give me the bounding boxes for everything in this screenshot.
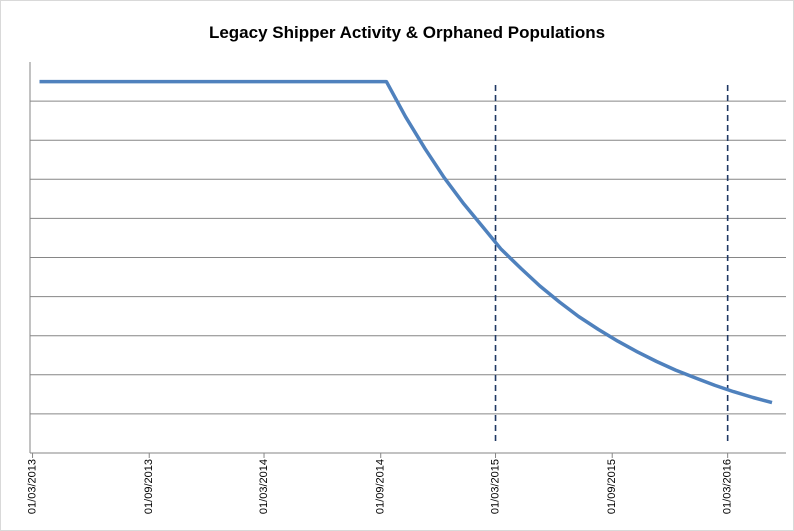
data-line — [39, 79, 773, 405]
chart-title: Legacy Shipper Activity & Orphaned Popul… — [209, 23, 605, 42]
x-tick-label: 01/09/2015 — [606, 459, 618, 514]
x-tick-label: 01/03/2014 — [258, 459, 270, 514]
x-tick-label: 01/03/2015 — [489, 459, 501, 514]
x-tick-label: 01/03/2013 — [26, 459, 38, 514]
x-tick-label: 01/03/2016 — [722, 459, 734, 514]
x-tick-label: 01/09/2013 — [143, 459, 155, 514]
x-tick-label: 01/09/2014 — [375, 459, 387, 514]
